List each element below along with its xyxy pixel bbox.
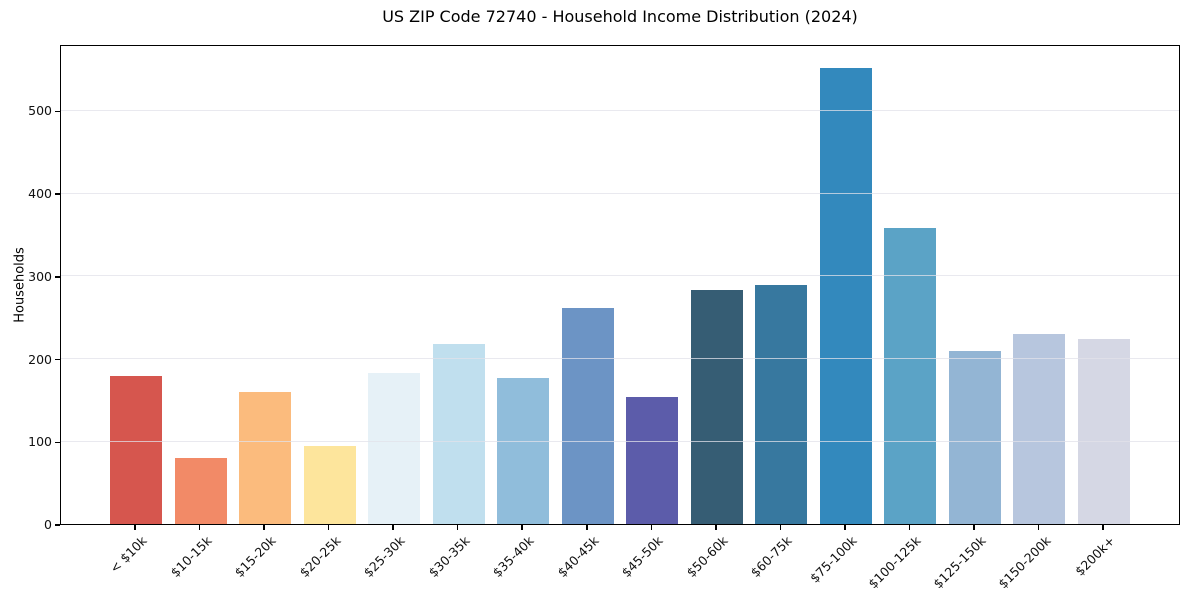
x-tick-label: $150-200k [994, 533, 1054, 590]
gridline [61, 192, 1179, 194]
y-tick-label: 200 [28, 351, 52, 367]
x-tick-label: $60-75k [747, 533, 795, 581]
y-tick [55, 358, 60, 361]
chart-title: US ZIP Code 72740 - Household Income Dis… [382, 7, 858, 26]
y-tick-label: 300 [28, 268, 52, 284]
y-tick [55, 193, 60, 195]
x-tick-label: $15-20k [231, 533, 279, 581]
bar-< $10k [110, 375, 162, 524]
x-tick [456, 525, 459, 530]
bar-$60-75k [755, 284, 808, 524]
x-tick [908, 525, 911, 530]
x-tick-label: $200k+ [1071, 533, 1118, 579]
x-tick-label: < $10k [106, 533, 150, 576]
y-tick-label: 0 [44, 517, 52, 532]
y-tick [55, 441, 60, 443]
bar-$200k+ [1077, 338, 1130, 524]
x-tick-label: $75-100k [806, 533, 860, 586]
x-tick-label: $20-25k [296, 533, 344, 581]
x-tick-label: $30-35k [425, 533, 473, 581]
x-tick-label: $40-45k [554, 533, 602, 581]
x-tick [134, 525, 136, 530]
x-tick-label: $10-15k [167, 533, 215, 581]
bar-$25-30k [368, 372, 421, 524]
gridline [61, 109, 1179, 111]
x-tick-label: $50-60k [683, 533, 731, 581]
x-tick [715, 525, 717, 530]
y-tick [55, 276, 60, 278]
x-tick-label: $25-30k [360, 533, 408, 581]
y-tick-label: 500 [28, 103, 52, 119]
gridline [61, 440, 1179, 442]
bar-$150-200k [1013, 333, 1066, 524]
bar-$45-50k [626, 396, 679, 524]
bar-$10-15k [174, 457, 227, 524]
x-tick [392, 525, 394, 530]
x-tick [650, 525, 652, 530]
x-tick [973, 525, 975, 530]
bar-$125-150k [948, 351, 1001, 524]
x-tick [844, 525, 846, 530]
x-tick [521, 525, 523, 530]
x-tick [327, 525, 330, 530]
bar-$75-100k [819, 68, 872, 524]
y-tick [55, 524, 60, 526]
x-tick-label: $35-40k [489, 533, 537, 581]
x-tick-label: $45-50k [618, 533, 666, 581]
bar-$50-60k [690, 289, 743, 524]
bar-$35-40k [497, 377, 550, 524]
x-tick-label: $125-150k [930, 533, 989, 590]
plot-area [60, 45, 1180, 525]
bar-$100-125k [884, 227, 937, 524]
x-tick [263, 525, 265, 530]
y-tick-label: 100 [28, 434, 52, 450]
x-tick [779, 525, 782, 530]
x-tick [1037, 525, 1040, 530]
y-tick [55, 110, 60, 112]
x-tick-label: $100-125k [865, 533, 924, 590]
bar-$30-35k [432, 344, 485, 524]
gridline [61, 275, 1179, 277]
bar-$40-45k [561, 308, 614, 524]
gridline [61, 358, 1179, 359]
y-axis-label: Households [12, 247, 28, 323]
x-tick [1102, 525, 1104, 530]
x-tick [586, 525, 588, 530]
bar-$20-25k [303, 446, 356, 524]
x-tick [198, 525, 201, 530]
y-tick-label: 400 [28, 186, 52, 201]
bar-$15-20k [239, 391, 292, 524]
